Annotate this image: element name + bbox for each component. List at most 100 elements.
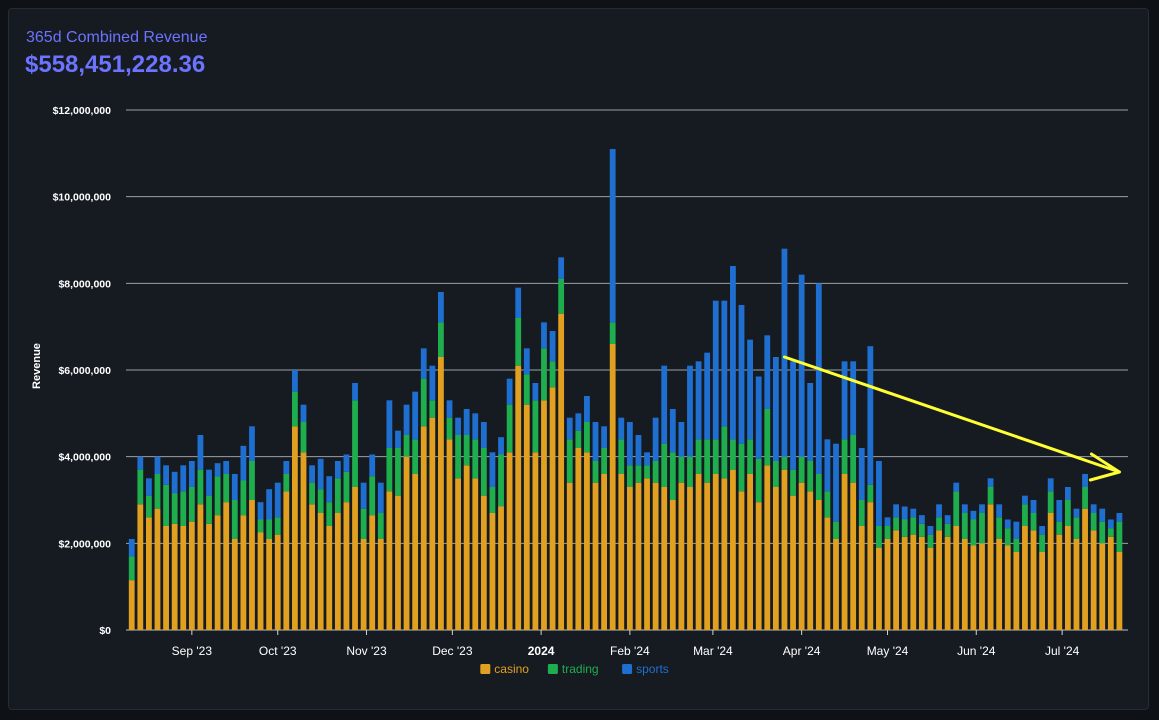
bar-casino: [566, 482, 573, 630]
bar-trading: [867, 484, 874, 503]
bar-trading: [489, 487, 496, 513]
bar-casino: [635, 482, 642, 630]
bar-trading: [601, 448, 607, 474]
bar-casino: [609, 344, 616, 630]
bar-sports: [987, 478, 994, 487]
bar-casino: [867, 502, 874, 630]
bar-casino: [283, 491, 290, 630]
legend-label-trading: trading: [562, 662, 599, 676]
bar-casino: [772, 487, 779, 630]
bar-sports: [163, 465, 169, 485]
bar-sports: [661, 365, 668, 444]
bar-trading: [214, 476, 221, 516]
bar-trading: [463, 435, 470, 466]
trend-arrow-head: [1088, 452, 1121, 482]
bar-sports: [171, 471, 178, 494]
bar-sports: [506, 378, 513, 405]
bar-trading: [635, 465, 642, 483]
bar-sports: [1056, 500, 1063, 522]
bar-casino: [171, 523, 178, 630]
bar-trading: [1004, 528, 1011, 546]
bar-sports: [549, 331, 556, 362]
bar-trading: [618, 439, 625, 474]
bar-casino: [231, 539, 238, 630]
bar-sports: [1116, 513, 1123, 522]
bar-trading: [240, 480, 247, 516]
bar-sports: [584, 396, 590, 422]
bar-casino: [961, 539, 968, 630]
bar-sports: [154, 456, 161, 474]
bar-trading: [206, 495, 212, 524]
x-tick-label: Mar '24: [693, 644, 733, 658]
bar-casino: [395, 495, 401, 630]
bar-sports: [781, 248, 788, 457]
bar-trading: [249, 461, 255, 500]
bar-trading: [506, 404, 513, 453]
bar-trading: [652, 461, 659, 483]
bar-sports: [755, 376, 762, 459]
bar-casino: [154, 508, 161, 630]
bar-sports: [858, 448, 865, 500]
bar-trading: [841, 439, 848, 474]
bar-casino: [884, 539, 891, 630]
bar-trading: [764, 409, 771, 466]
legend-swatch-sports: [622, 664, 633, 674]
bar-casino: [1056, 534, 1063, 630]
bar-trading: [360, 508, 367, 539]
bar-sports: [420, 348, 427, 379]
y-tick-label: $10,000,000: [53, 192, 112, 204]
bar-sports: [223, 461, 230, 474]
bar-sports: [1099, 508, 1106, 522]
bar-sports: [1039, 526, 1046, 535]
bar-casino: [317, 513, 324, 630]
bar-sports: [532, 383, 539, 401]
bar-trading: [412, 439, 419, 474]
bar-sports: [575, 413, 582, 431]
y-tick-label: $12,000,000: [53, 105, 112, 117]
bar-sports: [644, 452, 650, 466]
bar-trading: [472, 439, 479, 479]
bar-trading: [180, 491, 187, 526]
bar-sports: [292, 370, 298, 392]
bar-casino: [480, 495, 487, 630]
bar-sports: [386, 400, 393, 448]
bar-casino: [1022, 526, 1028, 630]
bar-sports: [274, 482, 281, 518]
bar-trading: [669, 452, 676, 500]
bar-sports: [146, 478, 152, 496]
bar-casino: [1030, 530, 1037, 630]
bar-casino: [1099, 543, 1106, 630]
x-tick-label: Oct '23: [259, 644, 297, 658]
bar-casino: [429, 417, 436, 630]
bar-casino: [841, 474, 848, 630]
bar-sports: [824, 439, 831, 492]
bar-casino: [386, 491, 393, 630]
bar-casino: [266, 539, 273, 630]
bar-casino: [377, 539, 384, 630]
bar-sports: [283, 461, 290, 474]
bar-trading: [223, 474, 230, 503]
bar-trading: [893, 517, 900, 531]
bar-sports: [1022, 495, 1028, 505]
bar-casino: [730, 469, 736, 630]
bar-sports: [996, 504, 1003, 518]
y-tick-label: $6,000,000: [58, 365, 111, 377]
bar-trading: [154, 474, 161, 509]
bar-casino: [489, 513, 496, 630]
bar-casino: [618, 474, 625, 630]
bar-sports: [566, 417, 573, 440]
bar-casino: [678, 482, 685, 630]
bar-sports: [635, 435, 642, 466]
bar-casino: [704, 482, 711, 630]
bar-casino: [163, 526, 169, 630]
bar-sports: [300, 404, 307, 422]
bar-casino: [575, 448, 582, 630]
bar-casino: [687, 487, 693, 630]
bar-sports: [695, 361, 702, 440]
bar-sports: [498, 437, 504, 455]
legend-swatch-casino: [480, 664, 491, 674]
bar-trading: [266, 519, 273, 539]
bar-trading: [584, 422, 590, 453]
bar-trading: [953, 491, 960, 526]
bar-casino: [326, 526, 333, 630]
